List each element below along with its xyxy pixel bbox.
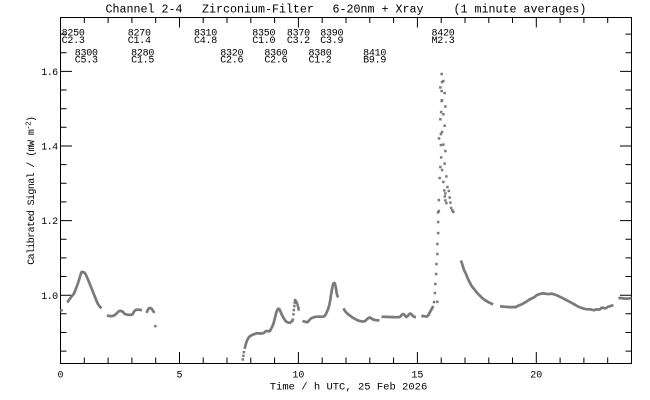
svg-text:C1.0: C1.0: [252, 36, 275, 47]
svg-text:C3.2: C3.2: [287, 36, 310, 47]
svg-text:20: 20: [530, 371, 542, 382]
svg-text:C5.3: C5.3: [75, 56, 98, 67]
svg-text:1.6: 1.6: [41, 68, 58, 79]
svg-text:8280: 8280: [131, 48, 154, 59]
svg-text:8310: 8310: [194, 29, 217, 40]
svg-text:C2.3: C2.3: [62, 36, 85, 47]
svg-text:8410: 8410: [363, 48, 386, 59]
svg-text:Time / h UTC, 25 Feb 2026: Time / h UTC, 25 Feb 2026: [270, 382, 428, 394]
svg-text:8420: 8420: [432, 29, 455, 40]
svg-text:8370: 8370: [287, 29, 310, 40]
svg-text:C3.9: C3.9: [320, 36, 343, 47]
svg-text:0: 0: [57, 371, 63, 382]
svg-text:8300: 8300: [75, 48, 98, 59]
svg-text:1.4: 1.4: [41, 143, 58, 154]
svg-text:1.0: 1.0: [41, 292, 58, 303]
svg-text:(1 minute averages): (1 minute averages): [454, 2, 587, 16]
svg-text:8320: 8320: [220, 48, 243, 59]
svg-text:C2.6: C2.6: [220, 56, 243, 67]
svg-text:5: 5: [176, 371, 182, 382]
svg-text:15: 15: [411, 371, 423, 382]
svg-text:10: 10: [292, 371, 304, 382]
svg-text:C1.4: C1.4: [128, 36, 151, 47]
svg-text:8390: 8390: [320, 29, 343, 40]
svg-text:8380: 8380: [309, 48, 332, 59]
svg-text:C2.6: C2.6: [264, 56, 287, 67]
svg-text:Channel 2-4: Channel 2-4: [106, 2, 183, 16]
svg-text:8360: 8360: [264, 48, 287, 59]
svg-text:6-20nm + Xray: 6-20nm + Xray: [333, 2, 424, 16]
svg-text:C1.2: C1.2: [309, 56, 332, 67]
svg-text:C1.5: C1.5: [131, 56, 154, 67]
svg-text:Calibrated Signal / (mW m-2): Calibrated Signal / (mW m-2): [26, 117, 38, 265]
svg-text:Zirconium-Filter: Zirconium-Filter: [202, 2, 314, 16]
svg-text:8350: 8350: [252, 29, 275, 40]
svg-text:M2.3: M2.3: [432, 36, 455, 47]
svg-text:8270: 8270: [128, 29, 151, 40]
svg-text:8250: 8250: [62, 29, 85, 40]
svg-text:B9.9: B9.9: [363, 56, 386, 67]
svg-text:1.2: 1.2: [41, 217, 58, 228]
svg-text:C4.8: C4.8: [194, 36, 217, 47]
